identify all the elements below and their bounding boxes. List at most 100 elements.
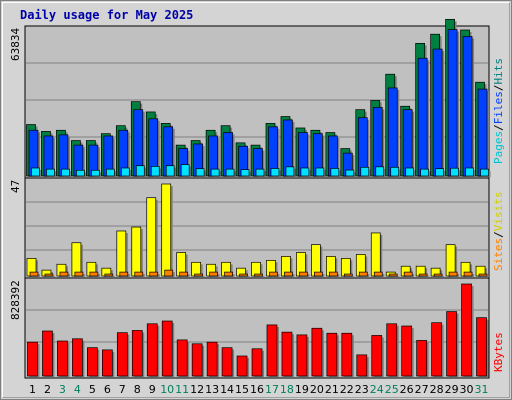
sites-bar — [388, 273, 398, 277]
visits-bar — [131, 226, 142, 277]
files-bar — [402, 109, 413, 177]
sites-bar — [209, 271, 218, 277]
day-axis-labels: 1 2 3 4 5 6 7 8 9 10 11 12 13 14 15 16 17 18 19 20 21 22 23 24 2… — [29, 383, 489, 396]
files-bar — [387, 87, 398, 177]
files-bar — [432, 48, 443, 177]
day-label: 11 — [175, 383, 189, 396]
sites-bar — [59, 271, 69, 277]
pages-bar — [61, 168, 70, 177]
sites-bar — [269, 271, 278, 277]
sites-bar — [403, 271, 413, 277]
pages-bar — [46, 168, 55, 177]
files-bar — [462, 36, 473, 177]
sites-bar — [358, 271, 368, 277]
sites-bar-shadow — [46, 276, 55, 277]
pages-bar — [300, 167, 310, 177]
pages-bar — [345, 169, 355, 177]
pages-bar — [420, 168, 430, 177]
legend-entry: Visits — [492, 192, 505, 232]
mid-max-label: 47 — [9, 180, 22, 193]
pages-bar — [255, 168, 265, 177]
sites-bar — [149, 271, 159, 277]
day-label: 29 — [445, 383, 459, 396]
day-label: 6 — [104, 383, 111, 396]
sites-bar — [44, 273, 54, 277]
legend-kbytes: KBytes — [492, 332, 505, 372]
sites-bar — [179, 271, 189, 277]
sites-bar — [239, 273, 248, 277]
files-bar — [417, 57, 428, 177]
pages-bar — [450, 167, 459, 177]
legend-entry: KBytes — [492, 332, 505, 372]
kbytes-bar — [72, 338, 83, 377]
sites-bar-shadow — [481, 276, 490, 277]
kbytes-bar — [371, 335, 383, 377]
pages-bar — [210, 168, 220, 177]
day-label: 23 — [355, 383, 369, 396]
sites-bar — [433, 273, 443, 277]
kbytes-bar — [431, 322, 442, 377]
pages-bar — [105, 168, 115, 177]
visits-bar — [311, 244, 321, 277]
pages-bar — [76, 169, 85, 177]
sites-bar — [164, 269, 174, 277]
pages-bar — [120, 167, 130, 177]
files-bar — [372, 107, 383, 177]
legend-entry: Pages — [492, 131, 505, 164]
pages-bar — [390, 166, 400, 177]
visits-bar — [370, 232, 381, 277]
day-label: 8 — [134, 383, 141, 396]
kbytes-bar — [416, 340, 428, 377]
day-label: 22 — [340, 383, 354, 396]
visits-bar — [71, 242, 82, 277]
legend-entry: / — [492, 124, 505, 131]
sites-bar — [284, 271, 293, 277]
sites-bar — [314, 271, 323, 277]
day-label: 15 — [235, 383, 249, 396]
visits-bar — [161, 183, 172, 277]
legend-sites-visits: Sites/Visits — [492, 192, 505, 272]
pages-bar — [180, 164, 190, 177]
day-label: 16 — [250, 383, 264, 396]
day-label: 4 — [74, 383, 81, 396]
day-label: 2 — [44, 383, 51, 396]
kbytes-bar — [221, 347, 233, 377]
day-label: 3 — [59, 383, 66, 396]
kbytes-bar — [461, 283, 472, 377]
sites-bar — [29, 271, 39, 277]
kbytes-bars — [27, 283, 489, 377]
sites-bar-shadow — [346, 276, 355, 277]
sites-bar — [463, 271, 473, 277]
files-bar — [447, 29, 458, 177]
sites-bar — [373, 271, 383, 277]
sites-bar — [194, 273, 203, 277]
sites-bar-shadow — [436, 276, 445, 277]
sites-bar — [74, 271, 84, 277]
legend-entry: Files — [492, 91, 505, 124]
kbytes-bar — [251, 348, 263, 377]
kbytes-bar — [206, 341, 218, 377]
sites-bar-shadow — [241, 276, 250, 277]
sites-bar-shadow — [391, 276, 400, 277]
pages-bar — [150, 166, 160, 177]
day-label: 21 — [325, 383, 339, 396]
pages-bar — [31, 167, 40, 177]
visits-sites-bars — [26, 183, 490, 277]
sites-bar — [104, 273, 114, 277]
pages-bar — [330, 168, 340, 177]
legend-entry: Hits — [492, 58, 505, 85]
day-label: 7 — [119, 383, 126, 396]
kbytes-bar — [27, 341, 38, 377]
day-label: 20 — [310, 383, 324, 396]
pages-bar — [405, 167, 415, 177]
sites-bar — [329, 271, 338, 277]
pages-bar — [195, 168, 205, 177]
visits-bar — [445, 244, 456, 277]
day-label: 27 — [415, 383, 429, 396]
pages-bar — [285, 166, 295, 177]
kbytes-bar — [296, 334, 308, 377]
pages-bar — [435, 168, 444, 177]
kbytes-bar — [146, 323, 158, 377]
